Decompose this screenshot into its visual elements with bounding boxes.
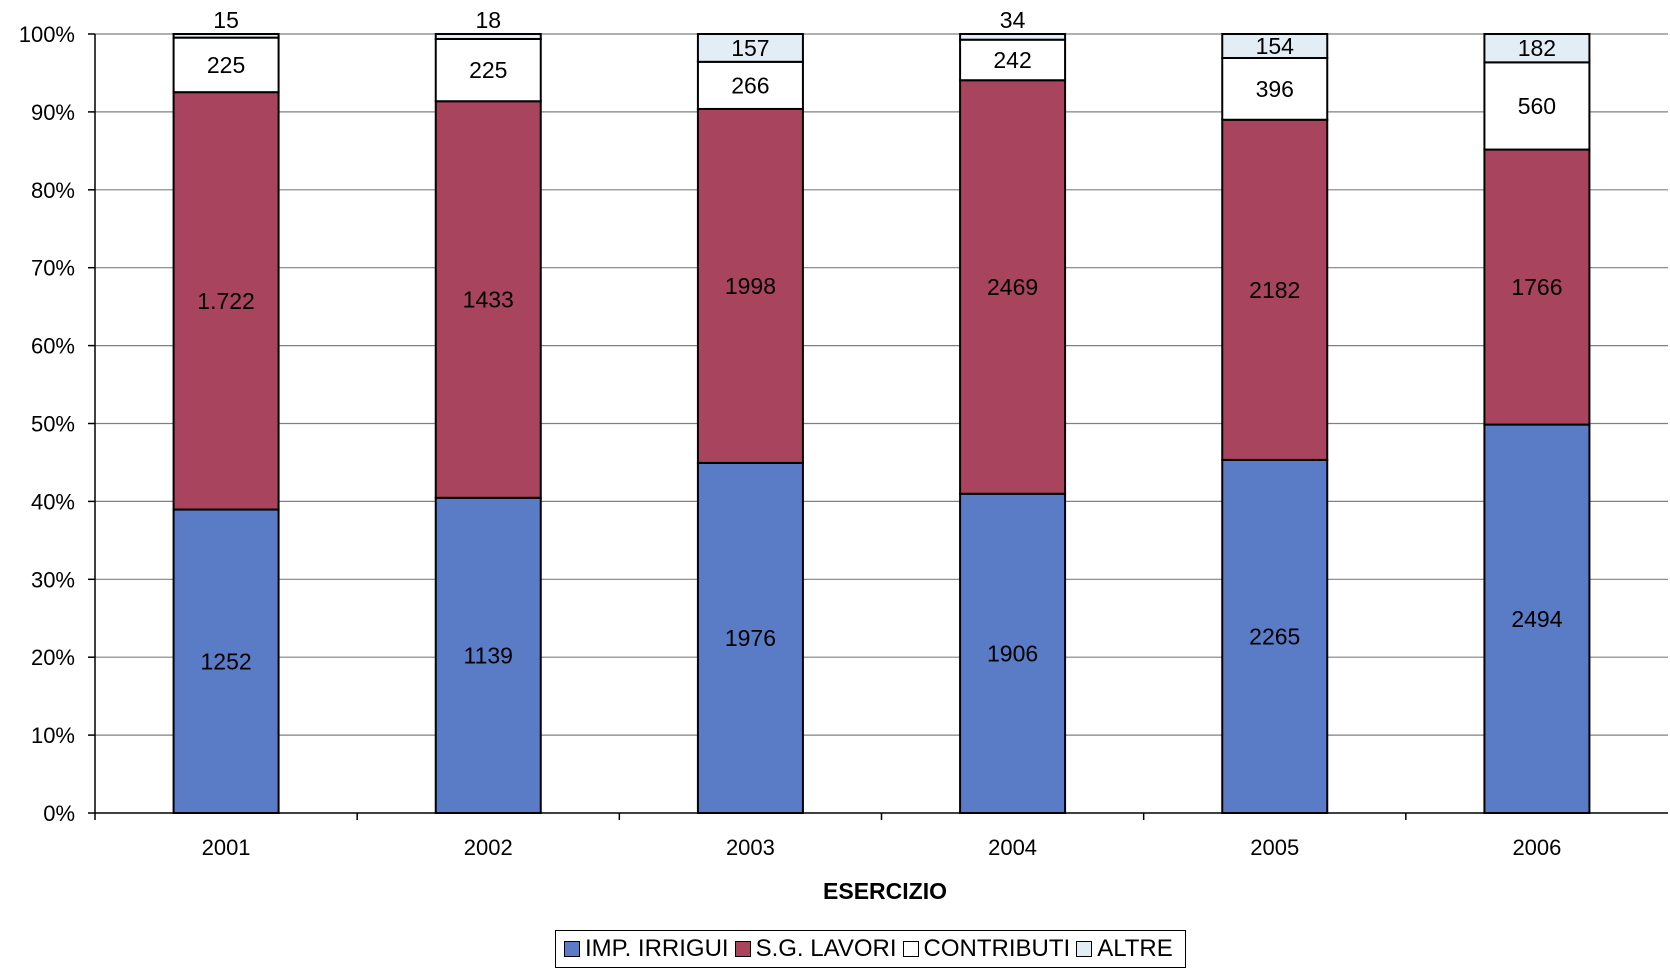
bar-segment bbox=[1221, 118, 1329, 461]
legend-item-imp-irrigui: IMP. IRRIGUI bbox=[564, 935, 729, 963]
data-label: 157 bbox=[731, 35, 769, 61]
data-label: 1998 bbox=[725, 273, 776, 299]
legend-item-altre: ALTRE bbox=[1076, 935, 1173, 963]
data-label: 1139 bbox=[464, 642, 513, 668]
bar-segment bbox=[434, 100, 542, 499]
legend-label: ALTRE bbox=[1097, 935, 1173, 962]
legend-label: IMP. IRRIGUI bbox=[585, 935, 729, 962]
y-tick-label: 40% bbox=[31, 489, 75, 514]
x-tick-label: 2003 bbox=[726, 835, 775, 860]
data-label: 1.722 bbox=[197, 288, 255, 314]
y-tick-label: 30% bbox=[31, 567, 75, 592]
bar-segment bbox=[959, 492, 1067, 814]
bar-segment bbox=[959, 33, 1067, 41]
data-label: 1433 bbox=[463, 287, 514, 313]
data-label: 1766 bbox=[1511, 274, 1562, 300]
bar-segment bbox=[696, 461, 804, 814]
bar-segment bbox=[1483, 61, 1591, 151]
data-label: 225 bbox=[207, 52, 245, 78]
bar-segment bbox=[696, 60, 804, 110]
y-tick-label: 50% bbox=[31, 412, 75, 437]
bar-segment bbox=[434, 37, 542, 103]
bar-segment bbox=[696, 33, 804, 63]
x-tick-label: 2005 bbox=[1250, 835, 1299, 860]
data-label: 15 bbox=[213, 7, 239, 33]
data-label: 225 bbox=[469, 57, 507, 83]
y-tick-label: 10% bbox=[31, 723, 75, 748]
legend-label: S.G. LAVORI bbox=[755, 935, 897, 962]
x-tick-label: 2002 bbox=[464, 835, 513, 860]
y-tick-label: 0% bbox=[43, 801, 75, 826]
y-tick-label: 20% bbox=[31, 645, 75, 670]
legend-swatch bbox=[902, 941, 919, 957]
bar-segment bbox=[172, 91, 280, 511]
x-tick-label: 2004 bbox=[988, 835, 1037, 860]
legend: IMP. IRRIGUI S.G. LAVORI CONTRIBUTI ALTR… bbox=[555, 930, 1186, 968]
x-axis-label: ESERCIZIO bbox=[823, 878, 947, 904]
data-label: 1906 bbox=[987, 640, 1038, 666]
data-label: 182 bbox=[1518, 35, 1556, 61]
data-labels: 1252 1.722 225 15 1139 1433 225 18 1976 1998 266 15… bbox=[197, 7, 1562, 674]
y-tick-label: 60% bbox=[31, 334, 75, 359]
gridlines bbox=[95, 33, 1668, 736]
data-label: 34 bbox=[1000, 7, 1026, 33]
data-label: 396 bbox=[1256, 76, 1294, 102]
x-tick-label: 2006 bbox=[1512, 835, 1561, 860]
bar-segment bbox=[434, 33, 542, 40]
data-label: 266 bbox=[731, 72, 769, 98]
data-label: 2494 bbox=[1511, 606, 1562, 632]
bar-segment bbox=[1221, 57, 1329, 121]
bar-segment bbox=[172, 33, 280, 39]
bar-segment bbox=[959, 38, 1067, 82]
bar-segment bbox=[1483, 423, 1591, 814]
bar-segment bbox=[1221, 458, 1329, 814]
y-tick-label: 100% bbox=[19, 22, 75, 47]
y-tick-label: 70% bbox=[31, 256, 75, 281]
data-label: 1252 bbox=[200, 648, 251, 674]
x-tick-label: 2001 bbox=[202, 835, 251, 860]
data-label: 1976 bbox=[725, 625, 776, 651]
data-label: 154 bbox=[1256, 33, 1295, 59]
legend-item-sg-lavori: S.G. LAVORI bbox=[734, 935, 897, 963]
y-tick-label: 80% bbox=[31, 178, 75, 203]
legend-label: CONTRIBUTI bbox=[923, 935, 1071, 962]
axes: 0% 10% 20% 30% 40% 50% 60% 70% 80% 90% 100% 2001 200… bbox=[19, 22, 1668, 860]
bar-segment bbox=[1483, 148, 1591, 426]
bar-segment bbox=[172, 36, 280, 94]
bar-segment bbox=[1483, 33, 1591, 64]
bars bbox=[172, 33, 1591, 814]
legend-swatch bbox=[1076, 941, 1093, 957]
legend-item-contributi: CONTRIBUTI bbox=[902, 935, 1071, 963]
legend-swatch bbox=[734, 941, 751, 957]
bar-segment bbox=[696, 107, 804, 464]
bar-segment bbox=[1221, 33, 1329, 60]
bar-segment bbox=[959, 79, 1067, 495]
legend-swatch bbox=[564, 941, 580, 957]
data-label: 2469 bbox=[987, 274, 1038, 300]
data-label: 2265 bbox=[1249, 623, 1300, 649]
data-label: 2182 bbox=[1249, 277, 1300, 303]
y-tick-label: 90% bbox=[31, 100, 75, 125]
data-label: 18 bbox=[475, 7, 501, 33]
data-label: 242 bbox=[993, 47, 1031, 73]
data-label: 560 bbox=[1518, 93, 1556, 119]
